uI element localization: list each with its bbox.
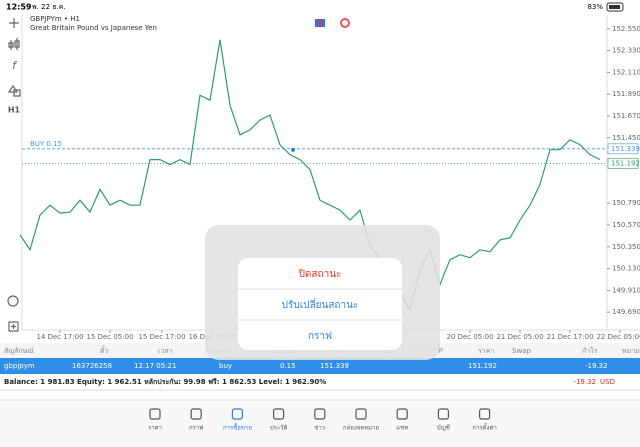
tab-icon[interactable] — [231, 408, 243, 420]
cell: gbpjpym — [4, 362, 35, 370]
price-label-box — [607, 158, 639, 169]
tab-icon[interactable] — [314, 408, 326, 420]
status-date: พ. 22 ธ.ค. — [32, 3, 66, 11]
x-tick-label: 22 Dec 05:00 — [596, 333, 640, 341]
x-tick-label: 14 Dec 17:00 — [36, 333, 83, 341]
tab-label[interactable]: การตั้งค่า — [472, 422, 496, 432]
y-tick-label: 149.910 — [612, 286, 640, 294]
chart-type-tool[interactable] — [8, 38, 20, 50]
currency: USD — [600, 378, 615, 386]
price-label: 151.192 — [611, 159, 640, 167]
chart-subtitle: Great Britain Pound vs Japanese Yen — [30, 24, 157, 32]
tab-icon[interactable] — [190, 408, 202, 420]
y-tick-label: 152.110 — [612, 68, 640, 76]
column-header: หมายเหตุ — [622, 347, 640, 355]
y-tick-label: 150.350 — [612, 243, 640, 251]
price-label-box — [607, 143, 639, 155]
close-position[interactable]: ปิดสถานะ — [298, 269, 341, 280]
cell: 163726258 — [72, 362, 112, 370]
status-time: 12:59 — [6, 3, 32, 12]
tab-label[interactable]: กราฟ — [189, 425, 203, 432]
tab-label[interactable]: ข่าว — [314, 425, 325, 432]
cell: buy — [219, 362, 232, 370]
tab-icon[interactable] — [355, 408, 367, 420]
y-tick-label: 152.330 — [612, 47, 640, 55]
cell: 151.192 — [468, 362, 497, 370]
y-tick-label: 149.690 — [612, 308, 640, 316]
battery-level: 83% — [587, 3, 603, 11]
tab-label[interactable]: กล่องจดหมาย — [343, 425, 379, 432]
account-summary: Balance: 1 981.83 Equity: 1 962.51 หลักป… — [4, 378, 326, 386]
tab-label[interactable]: บัญชี — [437, 424, 450, 432]
objects-tool[interactable] — [7, 84, 21, 97]
x-tick-label: 15 Dec 17:00 — [138, 333, 185, 341]
y-tick-label: 150.790 — [612, 199, 640, 207]
column-header: ตั๋ว — [100, 346, 109, 355]
price-line-series — [19, 39, 601, 312]
column-header: สัญลักษณ์ — [4, 347, 34, 355]
x-tick-label: 20 Dec 05:00 — [446, 333, 493, 341]
battery-icon — [606, 2, 624, 12]
battery-fill — [609, 5, 620, 9]
column-header: กำไร — [582, 346, 598, 355]
y-tick-label: 151.890 — [612, 90, 640, 98]
popup-menu — [238, 258, 402, 350]
column-header: เวลา — [158, 347, 173, 355]
tab-icon[interactable] — [149, 408, 161, 420]
selected-row[interactable] — [0, 358, 640, 374]
x-tick-label: 21 Dec 17:00 — [546, 333, 593, 341]
crosshair-tool[interactable] — [9, 18, 19, 28]
y-tick-label: 151.670 — [612, 112, 640, 120]
tab-bar — [0, 400, 640, 447]
trade-marker — [291, 147, 295, 152]
add-window[interactable] — [8, 321, 19, 332]
column-header: Swap — [512, 347, 531, 355]
tab-icon[interactable] — [479, 408, 491, 420]
cell: 0.15 — [280, 362, 296, 370]
cell: 12.17 05:21 — [134, 362, 176, 370]
plot: 152.550 152.330 152.110 151.890 151.670 151.4… — [19, 25, 640, 341]
total-profit: -19.32 — [573, 378, 596, 386]
tab-label[interactable]: ประวัติ — [270, 425, 288, 432]
zoom-tool[interactable] — [7, 295, 19, 307]
flag-stripe — [319, 19, 321, 27]
tab-label[interactable]: การซื้อขาย — [223, 422, 252, 432]
one-click-icon[interactable] — [340, 18, 350, 28]
timeframe-button[interactable]: H1 — [8, 106, 21, 115]
y-tick-label: 152.550 — [612, 25, 640, 33]
table-row: gbpjpym 163726258 12.17 05:21 buy 0.15 151.33… — [4, 362, 608, 370]
tab-icon[interactable] — [437, 408, 449, 420]
tabs: ราคา กราฟ การซื้อขาย ประวัติ ข่าว กล่องจดหมาย… — [148, 408, 497, 432]
modify-position[interactable]: ปรับเปลี่ยนสถานะ — [282, 297, 359, 311]
indicator-tool[interactable]: f — [12, 59, 18, 72]
tab-icon[interactable] — [273, 408, 285, 420]
y-tick-label: 151.450 — [612, 134, 640, 142]
cell: -19.32 — [585, 362, 608, 370]
open-chart[interactable]: กราฟ — [308, 331, 332, 342]
price-label: 151.339 — [611, 145, 640, 153]
tab-label[interactable]: ราคา — [148, 425, 162, 432]
cell: 151.339 — [320, 362, 349, 370]
left-toolbar: f H1 — [7, 18, 21, 332]
chart-title: GBPJPYm • H1 — [30, 15, 80, 23]
column-header: ราคา — [478, 347, 494, 355]
y-tick-label: 150.570 — [612, 221, 640, 229]
tab-icon[interactable] — [396, 408, 408, 420]
x-tick-label: 15 Dec 05:00 — [86, 333, 133, 341]
price-line-label: BUY 0.15 — [30, 140, 62, 148]
y-tick-label: 150.130 — [612, 265, 640, 273]
x-tick-label: 21 Dec 05:00 — [496, 333, 543, 341]
tab-label[interactable]: แชท — [396, 425, 408, 432]
